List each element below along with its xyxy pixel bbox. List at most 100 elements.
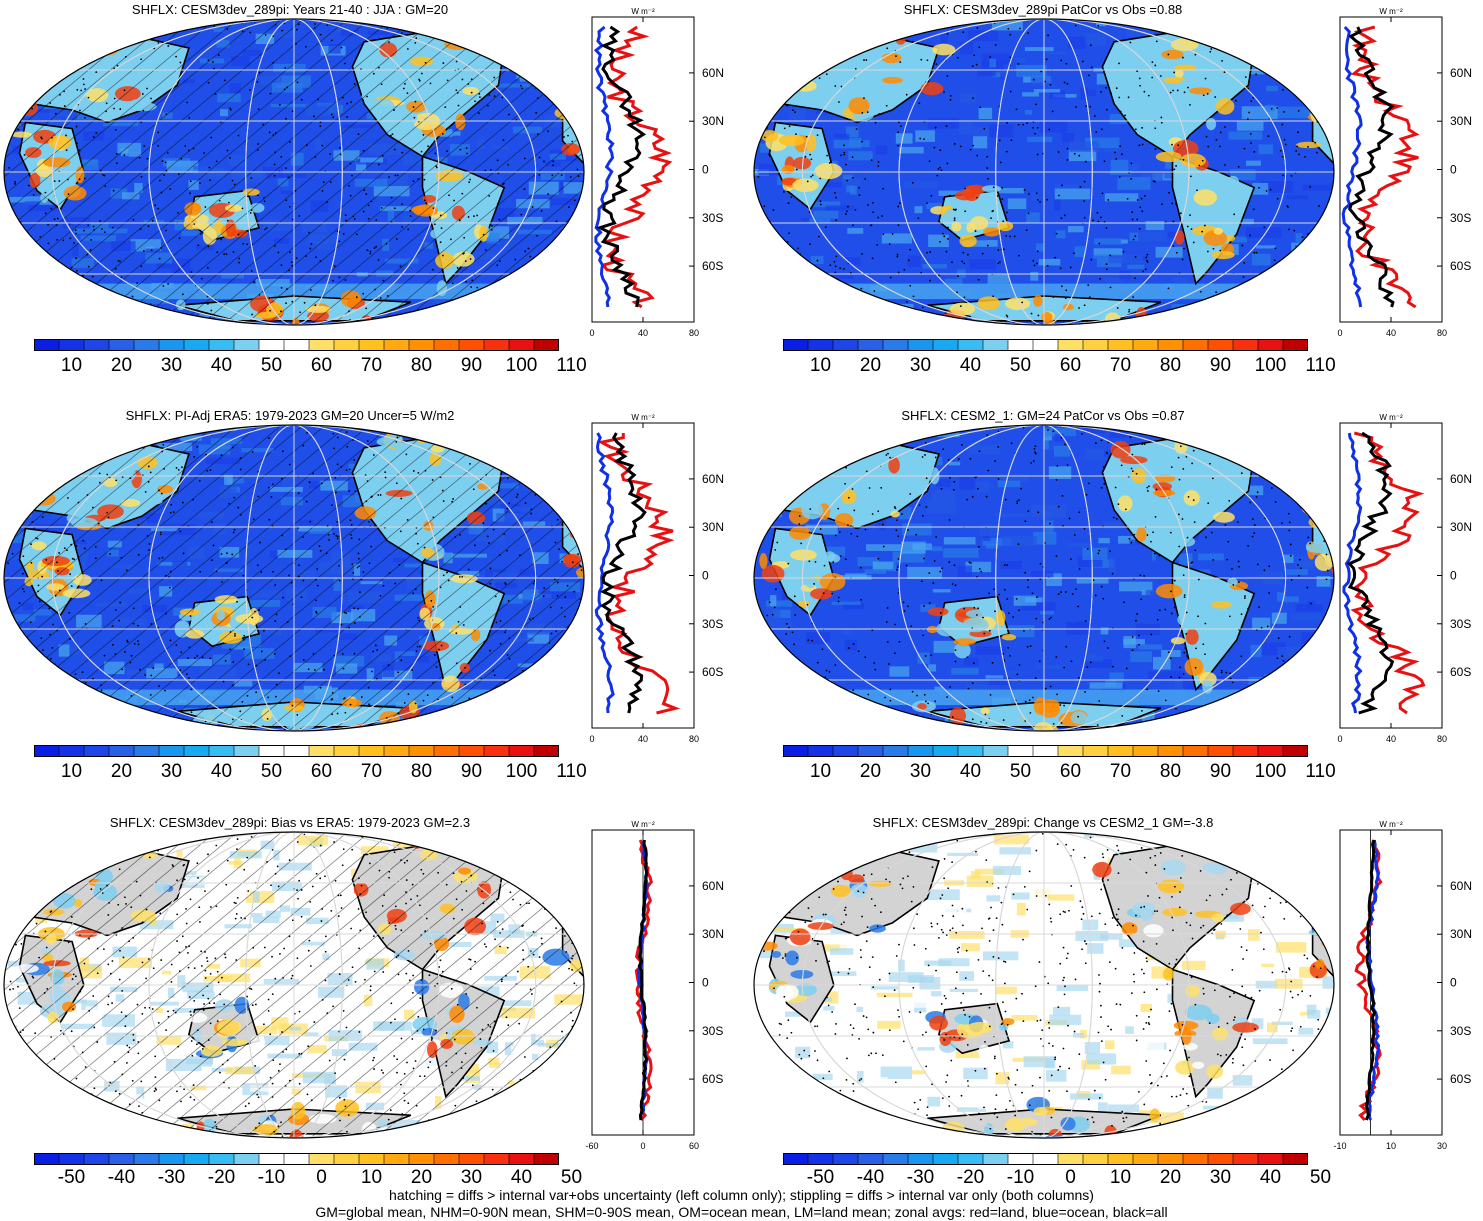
stipple-dot (524, 250, 527, 253)
stipple-dot (864, 528, 867, 531)
field-patch (823, 546, 846, 556)
field-patch (550, 1037, 574, 1042)
stipple-dot (248, 89, 251, 91)
stipple-dot (871, 257, 874, 260)
stipple-dot (397, 730, 400, 731)
stipple-dot (1149, 319, 1152, 322)
land-value-patch (1001, 633, 1017, 641)
stipple-dot (1192, 499, 1195, 502)
stipple-dot (281, 450, 284, 453)
land-value-patch (1120, 455, 1148, 465)
field-patch (1093, 248, 1123, 256)
stipple-dot (33, 316, 36, 319)
stipple-dot (144, 490, 147, 493)
longitude-line (148, 425, 440, 731)
stipple-dot (794, 614, 797, 616)
stipple-dot (1036, 198, 1039, 201)
stipple-dot (58, 445, 61, 447)
field-patch (22, 603, 34, 611)
stipple-dot (10, 508, 13, 510)
field-patch (1054, 198, 1061, 211)
stipple-dot (1022, 426, 1025, 429)
field-patch (29, 67, 58, 72)
field-patch (944, 278, 963, 285)
stipple-dot (834, 85, 837, 87)
stipple-dot (1310, 249, 1313, 252)
stipple-dot (1323, 519, 1325, 522)
land-value-patch (219, 631, 243, 644)
land-value-patch (965, 609, 990, 619)
stipple-dot (1238, 565, 1240, 568)
stipple-dot (894, 623, 897, 626)
stipple-dot (967, 253, 969, 256)
field-patch (820, 718, 851, 731)
field-patch (979, 524, 1001, 536)
field-patch (367, 31, 395, 36)
field-patch (773, 609, 791, 619)
stipple-dot (118, 619, 120, 622)
stipple-dot (160, 959, 163, 961)
field-patch (978, 107, 993, 120)
stipple-dot (438, 648, 440, 651)
stipple-dot (486, 104, 489, 107)
stipple-dot (1170, 466, 1173, 469)
stipple-dot (1052, 430, 1055, 433)
stipple-dot (939, 166, 941, 169)
field-patch (795, 318, 830, 324)
field-patch (1082, 427, 1106, 434)
stipple-dot (980, 570, 983, 573)
stipple-dot (350, 537, 353, 540)
stipple-dot (1005, 150, 1008, 153)
stipple-dot (537, 1129, 540, 1132)
land-value-patch (558, 470, 581, 485)
stipple-dot (1064, 297, 1067, 300)
stipple-dot (1107, 647, 1109, 649)
stipple-dot (933, 146, 936, 149)
land-value-patch (1134, 502, 1150, 512)
stipple-dot (911, 690, 914, 693)
field-patch (1271, 304, 1305, 309)
stipple-dot (790, 196, 793, 198)
stipple-dot (375, 677, 378, 680)
field-patch (549, 582, 581, 593)
field-patch (293, 662, 323, 673)
stipple-dot (1196, 189, 1198, 192)
stipple-dot (54, 112, 57, 115)
stipple-dot (375, 219, 378, 221)
stipple-dot (334, 476, 337, 479)
stipple-dot (1212, 559, 1215, 561)
field-patch (145, 248, 161, 255)
stipple-dot (58, 58, 61, 61)
stipple-dot (884, 20, 886, 23)
field-patch (1000, 561, 1022, 570)
field-patch (103, 306, 122, 319)
stipple-dot (40, 137, 43, 140)
stipple-dot (555, 451, 558, 454)
stipple-dot (207, 59, 210, 61)
stipple-dot (1089, 423, 1091, 424)
longitude-line (898, 425, 1190, 731)
field-patch (6, 245, 20, 255)
land-value-patch (790, 549, 817, 561)
stipple-dot (819, 177, 822, 180)
stipple-dot (167, 45, 170, 47)
stipple-dot (463, 236, 466, 239)
stipple-dot (74, 44, 77, 47)
field-patch (762, 465, 777, 479)
stipple-dot (444, 106, 447, 109)
stipple-dot (768, 280, 771, 283)
stipple-dot (382, 1072, 385, 1074)
longitude-line (245, 19, 343, 325)
stipple-dot (947, 458, 950, 461)
stipple-dot (825, 73, 828, 76)
land-value-patch (192, 223, 211, 230)
stipple-dot (322, 181, 325, 184)
stipple-dot (217, 54, 220, 57)
field-patch (245, 891, 275, 903)
stipple-dot (1274, 501, 1277, 503)
stipple-dot (349, 194, 352, 197)
stipple-dot (983, 127, 986, 130)
stipple-dot (1143, 90, 1146, 93)
land-value-patch (435, 252, 455, 269)
stipple-dot (808, 531, 811, 534)
